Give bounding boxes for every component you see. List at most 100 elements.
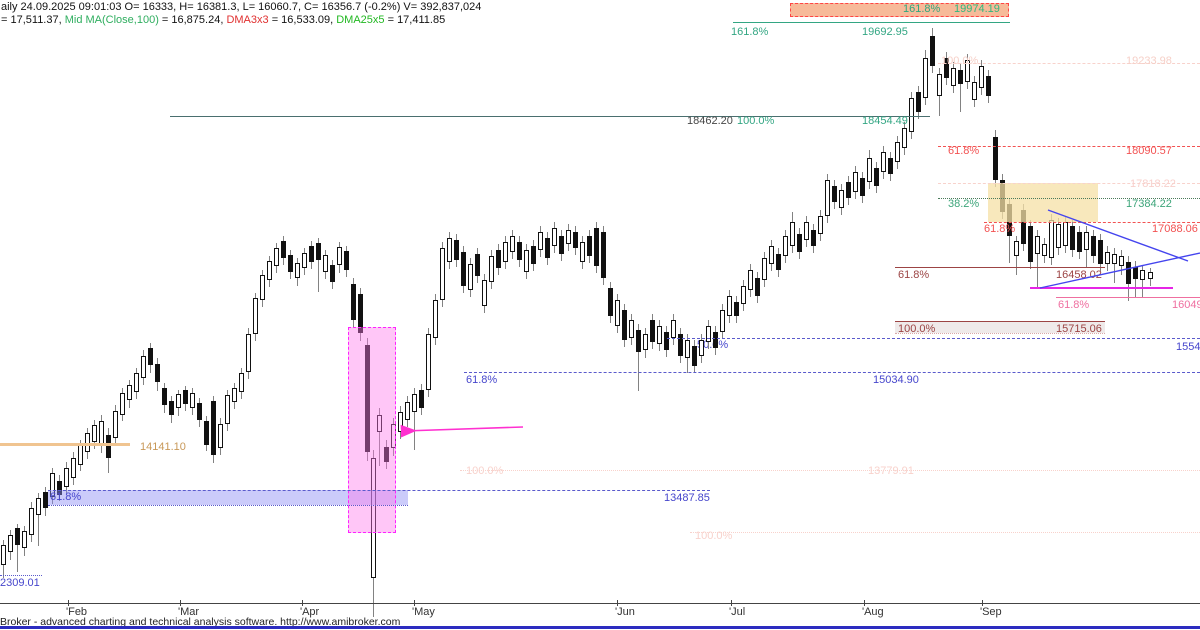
candle-wick: [1135, 261, 1136, 298]
candle-wick: [960, 64, 961, 112]
candle-body: [937, 74, 942, 96]
indicator-segment: = 16,533.09,: [268, 14, 337, 26]
candle-body: [832, 186, 837, 202]
fib-18090-label: 18090.57: [1126, 145, 1172, 157]
candle-body: [1126, 262, 1131, 284]
candle-body: [503, 242, 508, 262]
fib-618-blue-left-label: 61.8%: [50, 491, 82, 503]
candle-body: [85, 433, 90, 452]
month-label: 'Apr: [300, 606, 320, 618]
month-tick: [864, 600, 865, 606]
chart-title-ohlc: aily 24.09.2025 09:01:03 O= 16333, H= 16…: [1, 1, 482, 13]
candle-body: [657, 326, 662, 344]
candle-body: [461, 252, 466, 286]
x-axis-line: [0, 603, 1200, 604]
candle-body: [50, 473, 55, 497]
candle-body: [1077, 232, 1082, 252]
candle-body: [344, 251, 349, 270]
fib-100-teal-label: 100.0%: [737, 115, 775, 127]
indicator-segment: DMA25x5: [336, 14, 385, 26]
candle-body: [225, 395, 230, 424]
candle-body: [120, 393, 125, 415]
candle-body: [986, 76, 991, 96]
month-tick: [414, 600, 415, 606]
candle-body: [64, 468, 69, 487]
candle-body: [365, 345, 370, 452]
candle-body: [1140, 270, 1145, 280]
fib-16458-label: 16458.02: [1056, 269, 1102, 281]
candle-body: [783, 236, 788, 256]
month-tick: [180, 600, 181, 606]
candle-body: [566, 230, 571, 244]
candle-body: [1091, 236, 1096, 256]
candle-body: [839, 190, 844, 208]
indicator-segment: = 17,411.85: [384, 14, 446, 26]
candle-body: [1119, 256, 1124, 266]
fib-line: [895, 321, 1105, 322]
candle-body: [440, 248, 445, 300]
candle-body: [232, 388, 237, 402]
candle-body: [1028, 226, 1033, 262]
candle-body: [267, 261, 272, 280]
candle-body: [699, 340, 704, 356]
candle-body: [573, 232, 578, 248]
candle-body: [923, 58, 928, 98]
fib-382-label: 38.2%: [948, 198, 980, 210]
candle-body: [371, 458, 376, 578]
fib-13779-label: 13779.91: [868, 465, 914, 477]
candle-body: [846, 182, 851, 198]
fib-618-red-label: 61.8%: [948, 145, 980, 157]
fib-17088-label: 17088.06: [1152, 223, 1198, 235]
candle-body: [190, 393, 195, 408]
month-label: 'Feb: [66, 606, 88, 618]
indicator-values: = 17,511.37, Mid MA(Close,100) = 16,875.…: [1, 14, 445, 26]
candle-body: [825, 180, 830, 216]
candle-body: [302, 253, 307, 268]
candle-body: [468, 264, 473, 290]
fib-13487-label: 13487.85: [664, 492, 710, 504]
candle-body: [636, 330, 641, 352]
candle-body: [176, 394, 181, 408]
candle-body: [22, 531, 27, 548]
candle-wick: [1037, 230, 1038, 289]
candle-body: [15, 528, 20, 545]
candle-body: [790, 222, 795, 246]
fib-618-blue-label: 61.8%: [466, 374, 498, 386]
fib-2309-label: 2309.01: [0, 577, 40, 589]
fib-line: [464, 372, 1200, 373]
fib-16049-label: 16049: [1172, 299, 1200, 311]
candle-body: [204, 421, 209, 445]
candle-body: [685, 340, 690, 358]
fib-19974-label: 19974.19: [954, 3, 1000, 15]
triangle-upper-trendline: [1047, 209, 1189, 262]
candle-body: [398, 412, 403, 432]
fib-line: [895, 267, 1105, 268]
fib-line: [667, 338, 1200, 339]
candle-body: [979, 66, 984, 88]
candle-body: [741, 286, 746, 304]
candle-body: [769, 246, 774, 264]
status-bar-text: Broker - advanced charting and technical…: [0, 616, 401, 628]
fib-18462-label: 18462.20: [687, 115, 733, 127]
fib-618-red2-label: 61.8%: [984, 223, 1016, 235]
candle-body: [1056, 224, 1061, 248]
fib-17818-label: 17818.22: [1130, 178, 1176, 190]
candle-body: [253, 298, 258, 334]
candle-body: [36, 498, 41, 515]
crash-highlight-box: [348, 327, 396, 533]
fib-19692-label: 19692.95: [862, 26, 908, 38]
candle-body: [1014, 241, 1019, 256]
candle-body: [797, 234, 802, 252]
candle-body: [930, 36, 935, 66]
fib-extension-zone-top: [790, 3, 1009, 17]
candle-body: [1, 545, 6, 565]
fib-line: [938, 146, 1200, 147]
candle-body: [650, 320, 655, 342]
candle-body: [853, 172, 858, 192]
indicator-segment: = 16,875.24,: [158, 14, 227, 26]
candle-body: [351, 284, 356, 320]
candle-body: [874, 168, 879, 186]
fib-100-faint-mid-label: 100.0%: [466, 465, 504, 477]
